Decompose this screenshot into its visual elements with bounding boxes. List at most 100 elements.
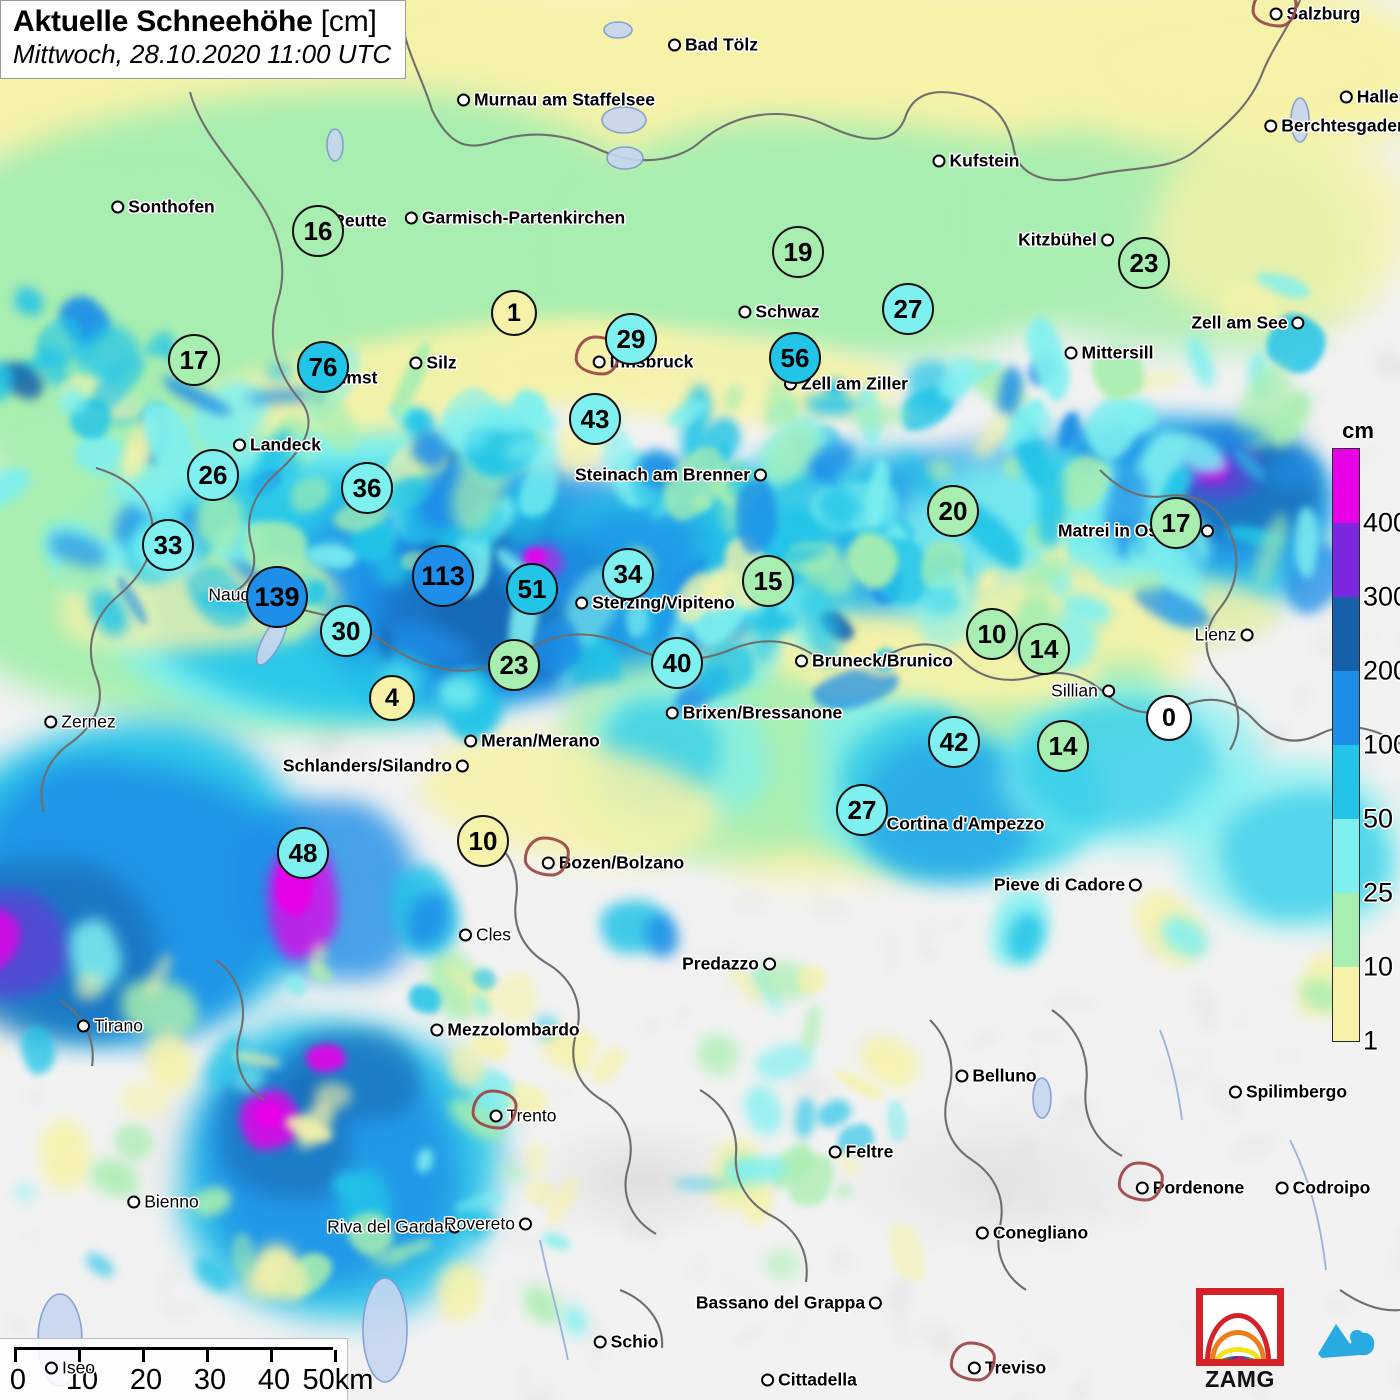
station-marker-15-19[interactable]: 15 xyxy=(742,555,794,607)
city-dot-icon xyxy=(975,1226,989,1240)
city-marker-bienno[interactable]: Bienno xyxy=(127,1192,199,1213)
city-label: Feltre xyxy=(845,1141,894,1162)
city-marker-belluno[interactable]: Belluno xyxy=(955,1066,1037,1087)
city-marker-schlanders-silandro[interactable]: Schlanders/Silandro xyxy=(282,755,470,777)
station-value: 33 xyxy=(153,530,183,560)
city-marker-mittersill[interactable]: Mittersill xyxy=(1064,343,1153,364)
station-marker-51-17[interactable]: 51 xyxy=(506,563,558,615)
station-marker-27-29[interactable]: 27 xyxy=(836,784,888,836)
legend-swatch-200 xyxy=(1333,597,1359,671)
city-dot-icon xyxy=(519,1217,533,1231)
city-label: Cortina d'Ampezzo xyxy=(886,813,1045,834)
city-marker-zell-am-see[interactable]: Zell am See xyxy=(1191,313,1305,334)
station-marker-0-26[interactable]: 0 xyxy=(1146,695,1192,741)
station-marker-1-3[interactable]: 1 xyxy=(491,290,537,336)
city-marker-lienz[interactable]: Lienz xyxy=(1195,625,1254,646)
station-marker-76-6[interactable]: 76 xyxy=(297,341,349,393)
station-marker-26-10[interactable]: 26 xyxy=(187,449,239,501)
station-marker-20-12[interactable]: 20 xyxy=(927,485,979,537)
station-value: 4 xyxy=(385,683,399,712)
title-box: Aktuelle Schneehöhe [cm] Mittwoch, 28.10… xyxy=(0,0,407,79)
station-marker-42-27[interactable]: 42 xyxy=(928,716,980,768)
legend-tick-100: 100 xyxy=(1363,729,1400,760)
city-marker-garmisch-partenkirchen[interactable]: Garmisch-Partenkirchen xyxy=(404,208,625,229)
city-marker-iseo[interactable]: Iseo xyxy=(44,1358,95,1379)
city-marker-feltre[interactable]: Feltre xyxy=(828,1141,894,1163)
city-marker-treviso[interactable]: Treviso xyxy=(949,1341,1046,1382)
city-marker-bassano-del-grappa[interactable]: Bassano del Grappa xyxy=(696,1293,883,1314)
city-label: Schlanders/Silandro xyxy=(282,755,453,776)
station-marker-48-31[interactable]: 48 xyxy=(277,827,329,879)
city-marker-tirano[interactable]: Tirano xyxy=(77,1016,143,1037)
city-marker-kitzb-hel[interactable]: Kitzbühel xyxy=(1018,230,1114,251)
city-marker-sonthofen[interactable]: Sonthofen xyxy=(111,197,215,218)
station-marker-29-7[interactable]: 29 xyxy=(605,313,657,365)
station-marker-16-0[interactable]: 16 xyxy=(292,205,344,257)
station-marker-43-9[interactable]: 43 xyxy=(569,393,621,445)
station-marker-27-4[interactable]: 27 xyxy=(882,283,934,335)
legend-tick-10: 10 xyxy=(1363,951,1394,982)
city-marker-trento[interactable]: Trento xyxy=(471,1089,556,1130)
city-marker-bozen-bolzano[interactable]: Bozen/Bolzano xyxy=(523,836,684,877)
station-marker-40-24[interactable]: 40 xyxy=(651,637,703,689)
station-marker-23-23[interactable]: 23 xyxy=(488,639,540,691)
station-marker-10-21[interactable]: 10 xyxy=(966,608,1018,660)
city-marker-conegliano[interactable]: Conegliano xyxy=(975,1223,1088,1244)
city-dot-icon xyxy=(738,305,752,319)
station-value: 76 xyxy=(308,352,338,382)
city-marker-meran-merano[interactable]: Meran/Merano xyxy=(464,731,600,752)
city-marker-brixen-bressanone[interactable]: Brixen/Bressanone xyxy=(665,702,843,724)
station-marker-36-11[interactable]: 36 xyxy=(341,462,393,514)
station-marker-19-1[interactable]: 19 xyxy=(772,226,824,278)
city-marker-zernez[interactable]: Zernez xyxy=(44,712,116,733)
city-marker-cortina-d-ampezzo[interactable]: Cortina d'Ampezzo xyxy=(869,813,1045,835)
station-marker-139-15[interactable]: 139 xyxy=(246,566,308,628)
city-marker-mezzolombardo[interactable]: Mezzolombardo xyxy=(430,1020,580,1041)
city-marker-hallein[interactable]: Hallein xyxy=(1339,87,1400,108)
station-marker-17-13[interactable]: 17 xyxy=(1150,497,1202,549)
city-dot-icon xyxy=(795,654,808,668)
station-marker-113-16[interactable]: 113 xyxy=(412,545,474,607)
title-unit: [cm] xyxy=(320,5,377,38)
station-marker-34-18[interactable]: 34 xyxy=(602,548,654,600)
city-dot-icon xyxy=(1275,1181,1289,1195)
city-label: Kitzbühel xyxy=(1018,229,1097,250)
city-marker-silz[interactable]: Silz xyxy=(409,353,457,374)
city-marker-riva-del-garda[interactable]: Riva del Garda xyxy=(327,1217,461,1238)
city-label: Brixen/Bressanone xyxy=(682,702,843,723)
station-marker-56-8[interactable]: 56 xyxy=(769,332,821,384)
city-marker-rovereto[interactable]: Rovereto xyxy=(444,1214,533,1235)
city-marker-pordenone[interactable]: Pordenone xyxy=(1117,1161,1244,1202)
city-marker-murnau-am-staffelsee[interactable]: Murnau am Staffelsee xyxy=(457,90,655,111)
city-label: Schwaz xyxy=(755,301,820,322)
station-marker-4-25[interactable]: 4 xyxy=(369,675,415,721)
city-marker-schwaz[interactable]: Schwaz xyxy=(738,301,820,323)
station-marker-33-14[interactable]: 33 xyxy=(142,519,194,571)
city-marker-sillian[interactable]: Sillian xyxy=(1051,681,1115,702)
city-marker-berchtesgaden[interactable]: Berchtesgaden xyxy=(1264,116,1400,137)
city-marker-sterzing-vipiteno[interactable]: Sterzing/Vipiteno xyxy=(575,593,735,614)
station-marker-23-2[interactable]: 23 xyxy=(1118,237,1170,289)
city-marker-bruneck-brunico[interactable]: Bruneck/Brunico xyxy=(795,651,953,672)
city-dot-icon xyxy=(828,1145,842,1159)
city-marker-landeck[interactable]: Landeck xyxy=(233,435,321,456)
city-marker-pieve-di-cadore[interactable]: Pieve di Cadore xyxy=(994,875,1143,896)
station-marker-17-5[interactable]: 17 xyxy=(168,334,220,386)
city-marker-schio[interactable]: Schio xyxy=(593,1332,658,1353)
city-dot-icon xyxy=(457,93,471,107)
city-marker-codroipo[interactable]: Codroipo xyxy=(1275,1178,1370,1199)
station-marker-10-30[interactable]: 10 xyxy=(457,815,509,867)
city-marker-steinach-am-brenner[interactable]: Steinach am Brenner xyxy=(575,465,768,486)
station-marker-14-22[interactable]: 14 xyxy=(1018,623,1070,675)
station-marker-14-28[interactable]: 14 xyxy=(1037,720,1089,772)
station-marker-30-20[interactable]: 30 xyxy=(320,605,372,657)
scale-bar-line xyxy=(14,1347,337,1364)
city-marker-salzburg[interactable]: Salzburg xyxy=(1251,0,1360,28)
city-dot-icon xyxy=(593,1335,607,1349)
city-marker-bad-t-lz[interactable]: Bad Tölz xyxy=(668,35,758,56)
city-marker-predazzo[interactable]: Predazzo xyxy=(682,954,776,975)
city-marker-spilimbergo[interactable]: Spilimbergo xyxy=(1228,1082,1347,1103)
city-marker-kufstein[interactable]: Kufstein xyxy=(932,151,1020,172)
city-marker-cles[interactable]: Cles xyxy=(458,925,511,946)
city-marker-cittadella[interactable]: Cittadella xyxy=(761,1370,857,1391)
